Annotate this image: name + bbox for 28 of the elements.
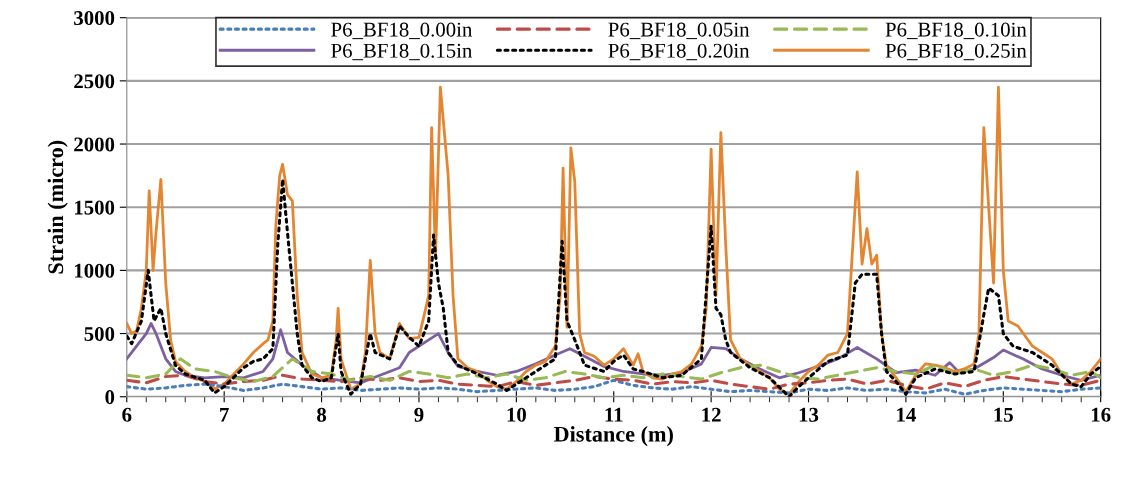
line-series	[126, 357, 1101, 384]
y-tick-label: 3000	[74, 11, 115, 26]
x-axis-title: Distance (m)	[553, 426, 673, 447]
y-tick-label: 500	[84, 326, 115, 341]
legend-label: P6_BF18_0.25in	[885, 43, 1027, 61]
legend-label: P6_BF18_0.10in	[885, 22, 1027, 40]
legend-label: P6_BF18_0.05in	[608, 22, 750, 40]
y-axis-title: Strain (micro)	[47, 140, 68, 274]
x-tick-label: 15	[994, 407, 1013, 422]
x-tick-label: 11	[605, 407, 623, 422]
x-tick-label: 7	[220, 407, 229, 422]
x-tick-label: 13	[799, 407, 819, 422]
x-tick-label: 8	[317, 407, 327, 422]
y-tick-label: 1000	[74, 263, 115, 278]
legend-label: P6_BF18_0.00in	[331, 22, 473, 40]
y-tick-label: 0	[105, 390, 115, 405]
x-tick-label: 10	[507, 407, 526, 422]
y-tick-label: 2500	[74, 74, 115, 89]
legend-label: P6_BF18_0.20in	[608, 43, 750, 61]
legend-label: P6_BF18_0.15in	[331, 43, 473, 61]
y-tick-label: 2000	[74, 137, 115, 152]
x-tick-label: 16	[1091, 407, 1111, 422]
y-tick-label: 1500	[74, 200, 115, 215]
x-tick-label: 6	[122, 407, 132, 422]
line-series	[126, 373, 1101, 391]
x-tick-label: 14	[897, 407, 916, 422]
x-tick-label: 9	[414, 407, 424, 422]
x-tick-label: 12	[702, 407, 721, 422]
